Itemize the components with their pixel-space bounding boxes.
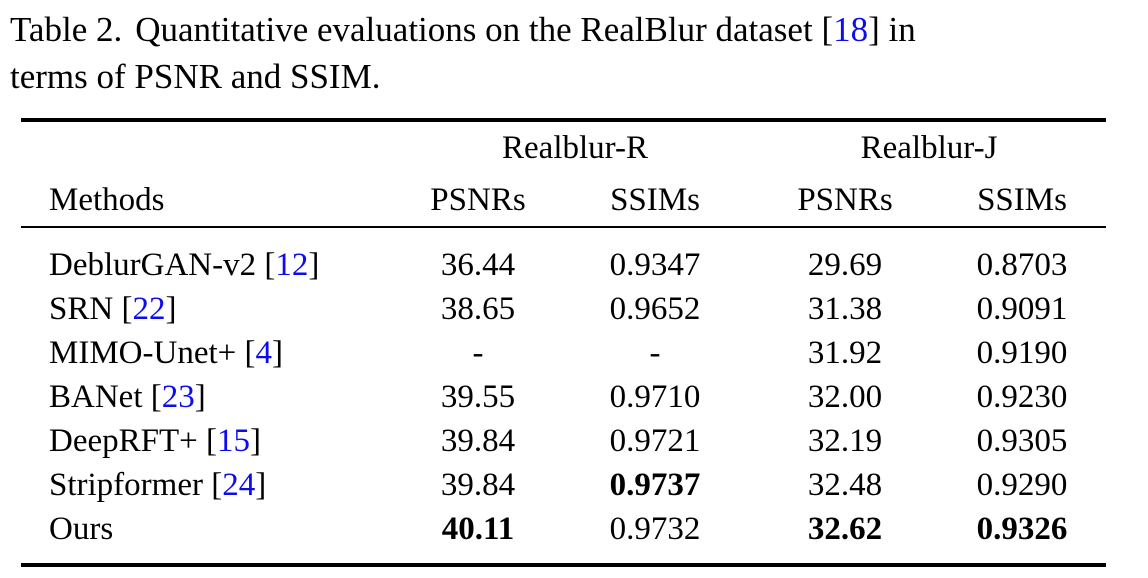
- value-cell: 0.9652: [609, 290, 701, 327]
- table-row: SRN [22] 38.65 0.9652 31.38 0.9091: [21, 287, 1106, 331]
- caption-bracket-close: ]: [868, 10, 880, 49]
- caption-citation-link[interactable]: 18: [833, 10, 869, 49]
- value-cell: 0.9710: [609, 378, 701, 415]
- table-header: Realblur-R Realblur-J Methods PSNRs SSIM…: [21, 120, 1107, 228]
- results-table: Realblur-R Realblur-J Methods PSNRs SSIM…: [21, 118, 1107, 567]
- value-cell: 31.38: [807, 290, 883, 327]
- method-name: MIMO-Unet+: [49, 334, 237, 371]
- method-name: DeepRFT+: [49, 422, 198, 459]
- column-header-psnr-r: PSNRs: [398, 174, 558, 228]
- method-name: Stripformer: [49, 466, 203, 503]
- method-name: Ours: [49, 510, 114, 547]
- value-cell: 31.92: [807, 334, 883, 371]
- caption-line1-end: in: [888, 10, 916, 49]
- value-cell: 38.65: [440, 290, 516, 327]
- value-cell: 32.00: [807, 378, 883, 415]
- value-cell: 0.9190: [976, 334, 1068, 371]
- caption-line-2: terms of PSNR and SSIM.: [10, 57, 381, 96]
- value-cell: 40.11: [441, 510, 515, 547]
- caption-bracket-open: [: [821, 10, 834, 49]
- group-header-realblur-j: Realblur-J: [860, 129, 998, 166]
- value-cell: 32.19: [807, 422, 883, 459]
- value-cell: 0.8703: [976, 246, 1068, 283]
- value-cell: 0.9091: [976, 290, 1068, 327]
- value-cell: 29.69: [807, 246, 883, 283]
- method-cell: Stripformer [24]: [49, 466, 267, 503]
- value-cell: 0.9737: [609, 466, 701, 503]
- method-cell: DeepRFT+ [15]: [49, 422, 262, 459]
- method-name: DeblurGAN-v2: [49, 246, 257, 283]
- value-cell: 0.9721: [609, 422, 701, 459]
- value-cell: 39.55: [440, 378, 516, 415]
- table-caption: Table 2. Quantitative evaluations on the …: [0, 0, 1148, 100]
- table-row: Stripformer [24] 39.84 0.9737 32.48 0.9290: [21, 463, 1106, 507]
- table-row: DeepRFT+ [15] 39.84 0.9721 32.19 0.9305: [21, 419, 1106, 463]
- column-header-ssim-j: SSIMs: [938, 174, 1107, 228]
- citation-link[interactable]: 12: [275, 246, 309, 283]
- group-header-empty: [21, 120, 398, 174]
- column-header-psnr-j: PSNRs: [752, 174, 939, 228]
- group-header-realblur-r: Realblur-R: [502, 129, 648, 166]
- method-cell: DeblurGAN-v2 [12]: [49, 246, 320, 283]
- value-cell: 39.84: [440, 466, 516, 503]
- value-cell: -: [472, 334, 484, 371]
- value-cell: 0.9732: [609, 510, 701, 547]
- method-name: SRN: [49, 290, 114, 327]
- value-cell: 39.84: [440, 422, 516, 459]
- column-header-row: Methods PSNRs SSIMs PSNRs SSIMs: [21, 174, 1107, 228]
- value-cell: 0.9305: [976, 422, 1068, 459]
- caption-line-1: Table 2. Quantitative evaluations on the …: [10, 6, 1142, 53]
- value-cell: 0.9326: [976, 510, 1068, 547]
- caption-text: Quantitative evaluations on the RealBlur…: [135, 10, 813, 49]
- table-row: BANet [23] 39.55 0.9710 32.00 0.9230: [21, 375, 1106, 419]
- caption-label: Table 2.: [10, 10, 123, 49]
- method-cell: MIMO-Unet+ [4]: [49, 334, 284, 371]
- method-name: BANet: [49, 378, 143, 415]
- value-cell: 32.62: [807, 510, 883, 547]
- method-cell: SRN [22]: [49, 290, 177, 327]
- value-cell: 32.48: [807, 466, 883, 503]
- value-cell: 0.9230: [976, 378, 1068, 415]
- method-cell: BANet [23]: [49, 378, 206, 415]
- value-cell: 0.9290: [976, 466, 1068, 503]
- column-header-ssim-r: SSIMs: [558, 174, 753, 228]
- method-cell: Ours: [21, 507, 398, 565]
- table-row: DeblurGAN-v2 [12] 36.44 0.9347 29.69 0.8703: [21, 227, 1106, 287]
- citation-link[interactable]: 22: [132, 290, 166, 327]
- citation-link[interactable]: 24: [222, 466, 256, 503]
- group-header-row: Realblur-R Realblur-J: [21, 120, 1106, 174]
- value-cell: 36.44: [440, 246, 516, 283]
- citation-link[interactable]: 4: [255, 334, 273, 371]
- table-row: Ours 40.11 0.9732 32.62 0.9326: [21, 507, 1106, 565]
- value-cell: -: [649, 334, 661, 371]
- value-cell: 0.9347: [609, 246, 701, 283]
- table-body: DeblurGAN-v2 [12] 36.44 0.9347 29.69 0.8703 S…: [21, 227, 1106, 565]
- citation-link[interactable]: 23: [161, 378, 195, 415]
- table-row: MIMO-Unet+ [4] - - 31.92 0.9190: [21, 331, 1106, 375]
- column-header-methods: Methods: [21, 174, 398, 228]
- citation-link[interactable]: 15: [217, 422, 251, 459]
